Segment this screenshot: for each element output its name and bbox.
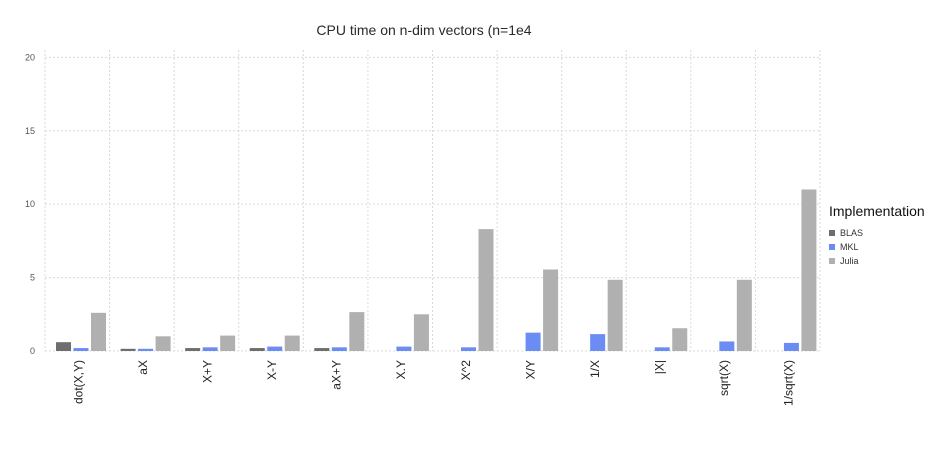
bar-mkl [73, 348, 89, 351]
bar-mkl [461, 347, 476, 351]
legend-label: BLAS [840, 228, 863, 238]
x-tick-label: sqrt(X) [717, 360, 731, 396]
bar-julia [284, 335, 300, 351]
x-tick-label: aX [136, 360, 150, 375]
bar-blas [56, 342, 71, 351]
x-tick-label: X/Y [523, 360, 537, 379]
bars [56, 189, 817, 351]
bar-mkl [138, 348, 154, 351]
x-tick-label: |X| [653, 360, 667, 374]
x-tick-label: 1/X [588, 360, 602, 378]
bar-mkl [719, 341, 735, 351]
legend-label: Julia [840, 256, 859, 266]
bar-julia [155, 336, 171, 351]
x-tick-label: dot(X,Y) [71, 360, 85, 404]
bar-julia [736, 279, 752, 351]
chart-title: CPU time on n-dim vectors (n=1e4 [316, 22, 531, 38]
bar-blas [120, 348, 136, 351]
x-tick-label: X.Y [394, 360, 408, 379]
y-tick-label: 5 [30, 273, 35, 283]
y-tick-label: 10 [25, 199, 35, 209]
legend-items: BLAS MKL Julia [829, 228, 863, 266]
bar-mkl [267, 346, 283, 351]
bar-mkl [396, 346, 412, 351]
bar-mkl [202, 347, 218, 351]
bar-julia [349, 312, 365, 351]
grid [44, 50, 821, 352]
y-tick-label: 20 [25, 52, 35, 62]
bar-mkl [331, 347, 347, 351]
bar-julia [91, 312, 106, 351]
bar-blas [185, 348, 201, 351]
bar-mkl [525, 332, 541, 351]
x-tick-label: aX+Y [330, 360, 344, 390]
legend-swatch [829, 244, 835, 250]
bar-julia [607, 279, 623, 351]
bar-mkl [654, 347, 670, 351]
legend: Implementation BLAS MKL Julia [829, 203, 925, 266]
bar-mkl [783, 342, 799, 351]
legend-swatch [829, 230, 835, 236]
bar-julia [801, 189, 817, 351]
bar-julia [543, 269, 559, 351]
y-tick-label: 15 [25, 126, 35, 136]
bar-julia [413, 314, 429, 351]
legend-title: Implementation [829, 203, 925, 219]
y-tick-label: 0 [30, 346, 35, 356]
bar-mkl [590, 334, 606, 351]
bar-julia [672, 328, 688, 351]
y-axis-ticks: 0 5 10 15 20 [25, 52, 35, 356]
x-tick-label: X-Y [265, 360, 279, 380]
x-tick-label: 1/sqrt(X) [782, 360, 796, 406]
legend-swatch [829, 258, 835, 264]
legend-label: MKL [840, 242, 859, 252]
x-tick-label: X^2 [459, 360, 473, 381]
x-tick-label: X+Y [200, 360, 214, 383]
bar-julia [220, 335, 236, 351]
x-axis-ticks: dot(X,Y) aX X+Y X-Y aX+Y X.Y X^2 X/Y 1/X |X| sqrt(… [71, 360, 795, 406]
bar-blas [249, 348, 265, 351]
bar-julia [478, 229, 494, 351]
bar-blas [314, 348, 330, 351]
